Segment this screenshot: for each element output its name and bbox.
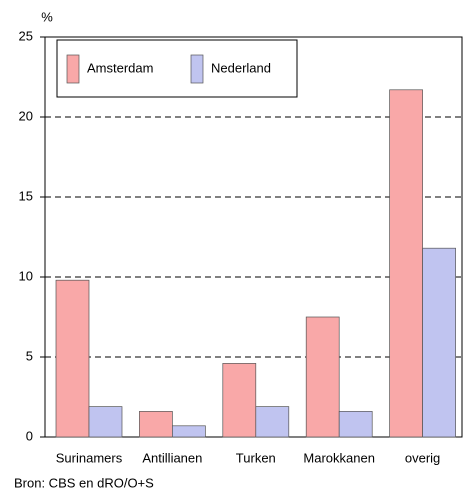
legend-label: Nederland bbox=[211, 60, 271, 75]
x-tick-label: overig bbox=[405, 450, 440, 465]
bar bbox=[389, 89, 423, 438]
y-axis-label: % bbox=[41, 9, 53, 24]
legend-box bbox=[56, 39, 298, 98]
legend-swatch bbox=[66, 54, 80, 84]
bar bbox=[55, 279, 90, 438]
bar bbox=[422, 247, 456, 438]
y-tick-label: 0 bbox=[26, 428, 33, 443]
bar bbox=[139, 411, 173, 438]
y-tick-label: 5 bbox=[26, 348, 33, 363]
y-tick-label: 10 bbox=[19, 268, 33, 283]
source: Bron: CBS en dRO/O+S bbox=[14, 475, 154, 490]
x-tick-label: Turken bbox=[236, 450, 276, 465]
y-tick-label: 20 bbox=[19, 108, 33, 123]
x-tick-label: Surinamers bbox=[56, 450, 123, 465]
bar bbox=[255, 406, 290, 438]
bar bbox=[88, 406, 123, 438]
x-tick-label: Marokkanen bbox=[303, 450, 375, 465]
legend-label: Amsterdam bbox=[87, 60, 153, 75]
x-tick-label: Antillianen bbox=[142, 450, 202, 465]
y-tick-label: 15 bbox=[19, 188, 33, 203]
bar bbox=[222, 363, 257, 438]
y-tick-label: 25 bbox=[19, 28, 33, 43]
bar bbox=[305, 316, 340, 438]
bar bbox=[338, 411, 373, 438]
legend-swatch bbox=[190, 54, 204, 84]
bar bbox=[172, 425, 206, 438]
